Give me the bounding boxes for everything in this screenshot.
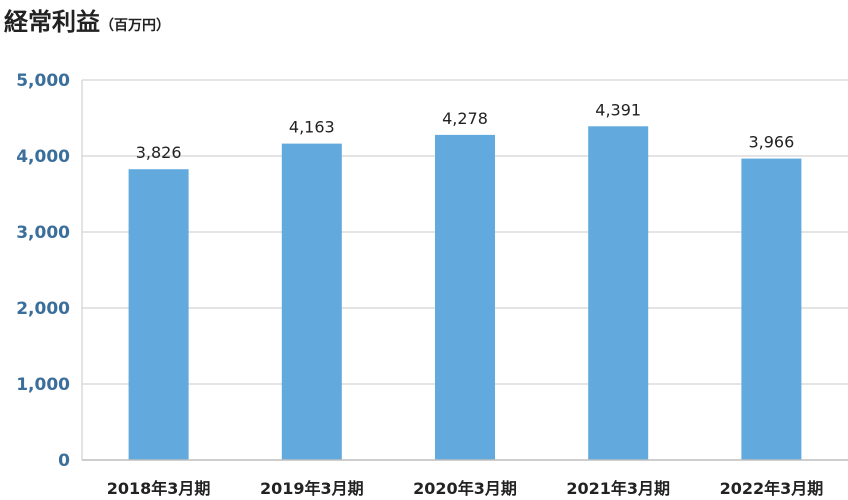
data-label: 4,163 xyxy=(289,118,335,137)
y-tick-label: 5,000 xyxy=(16,71,70,91)
bar xyxy=(281,143,342,460)
y-tick-label: 0 xyxy=(58,451,70,471)
x-tick-label: 2018年3月期 xyxy=(107,479,211,498)
data-label: 3,826 xyxy=(136,143,182,162)
bar xyxy=(741,158,802,461)
chart-title: 経常利益（百万円） xyxy=(4,2,170,37)
y-tick-label: 2,000 xyxy=(16,299,70,319)
x-tick-label: 2022年3月期 xyxy=(720,479,824,498)
bar xyxy=(435,134,495,460)
chart-title-text: 経常利益 xyxy=(4,8,100,36)
y-tick-label: 1,000 xyxy=(16,375,70,395)
bar xyxy=(588,126,649,460)
bar xyxy=(128,169,189,460)
data-label: 4,278 xyxy=(442,109,488,128)
data-label: 4,391 xyxy=(595,100,641,119)
x-tick-label: 2020年3月期 xyxy=(413,479,517,498)
data-label: 3,966 xyxy=(748,133,794,152)
chart-unit-label: （百万円） xyxy=(100,18,170,34)
y-tick-label: 4,000 xyxy=(16,147,70,167)
x-tick-label: 2021年3月期 xyxy=(566,479,670,498)
x-tick-label: 2019年3月期 xyxy=(260,479,364,498)
y-tick-label: 3,000 xyxy=(16,223,70,243)
